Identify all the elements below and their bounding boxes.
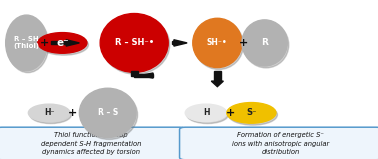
Circle shape: [30, 106, 71, 124]
Polygon shape: [214, 71, 221, 81]
Text: Thiol functional group
dependent S-H fragmentation
dynamics affected by torsion: Thiol functional group dependent S-H fra…: [40, 132, 141, 155]
Text: R: R: [261, 38, 268, 47]
Polygon shape: [131, 71, 138, 76]
Polygon shape: [140, 73, 153, 78]
Ellipse shape: [81, 90, 138, 139]
Ellipse shape: [243, 22, 289, 68]
Ellipse shape: [6, 15, 47, 71]
Circle shape: [228, 104, 277, 125]
Text: SH⁻•: SH⁻•: [207, 38, 228, 47]
Ellipse shape: [194, 20, 243, 69]
Polygon shape: [174, 40, 187, 46]
Text: H: H: [203, 108, 209, 117]
Circle shape: [185, 104, 227, 122]
Text: R – SH⁻•: R – SH⁻•: [115, 38, 154, 47]
Text: Formation of energetic S⁻
ions with anisotropic angular
distribution: Formation of energetic S⁻ ions with anis…: [232, 132, 329, 155]
Text: R – SH
(Thiol): R – SH (Thiol): [14, 36, 39, 49]
Polygon shape: [134, 74, 153, 77]
Text: R – S: R – S: [98, 108, 118, 117]
Text: +: +: [68, 108, 77, 118]
Ellipse shape: [7, 17, 49, 73]
Circle shape: [39, 35, 88, 55]
Polygon shape: [172, 41, 174, 44]
FancyBboxPatch shape: [180, 127, 378, 159]
Circle shape: [38, 33, 87, 53]
Text: S⁻: S⁻: [246, 108, 257, 117]
Text: +: +: [226, 108, 235, 118]
Polygon shape: [66, 40, 79, 46]
Text: +: +: [40, 38, 49, 48]
Ellipse shape: [102, 15, 170, 74]
Text: e⁻: e⁻: [56, 38, 69, 48]
Circle shape: [28, 104, 70, 122]
Ellipse shape: [79, 88, 136, 138]
Polygon shape: [51, 41, 66, 44]
Circle shape: [227, 103, 276, 123]
Text: +: +: [239, 38, 248, 48]
Ellipse shape: [100, 14, 168, 72]
Circle shape: [187, 106, 228, 124]
Ellipse shape: [242, 20, 287, 66]
Text: H⁻: H⁻: [44, 108, 54, 117]
Polygon shape: [211, 81, 223, 87]
FancyBboxPatch shape: [0, 127, 185, 159]
Ellipse shape: [193, 18, 242, 68]
